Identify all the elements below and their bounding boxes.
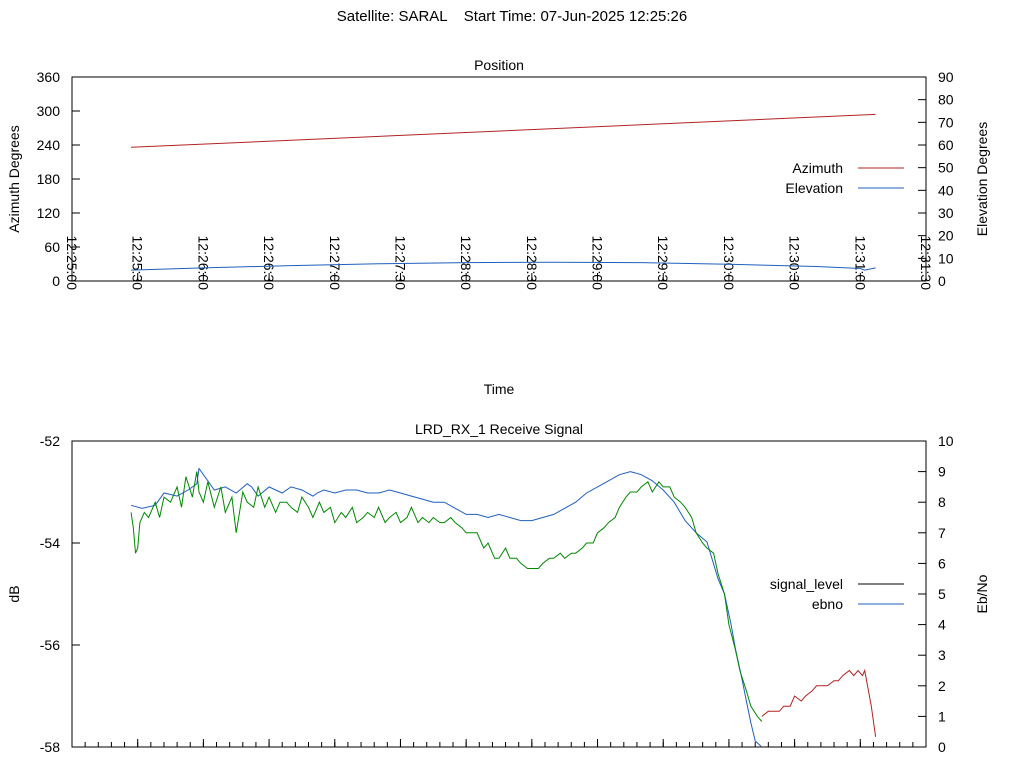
figure-title: Satellite: SARAL Start Time: 07-Jun-2025… — [0, 8, 1024, 25]
y-tick-label: 360 — [37, 69, 61, 85]
satellite-label: Satellite: SARAL — [336, 8, 448, 25]
y2-tick-label: 7 — [938, 525, 946, 541]
legend-label: Azimuth — [792, 160, 843, 176]
y2-tick-label: 60 — [938, 137, 954, 153]
legend-label: ebno — [812, 596, 843, 612]
y2-tick-label: 6 — [938, 555, 946, 571]
y-tick-label: 120 — [37, 205, 61, 221]
y2-tick-label: 90 — [938, 69, 954, 85]
y-tick-label: -56 — [40, 637, 60, 653]
x-tick-label: 12:25:30 — [130, 236, 146, 291]
y2-tick-label: 1 — [938, 708, 946, 724]
y2-tick-label: 2 — [938, 678, 946, 694]
x-tick-label: 12:25:00 — [64, 236, 80, 291]
x-tick-label: 12:26:00 — [195, 236, 211, 291]
y2-tick-label: 40 — [938, 182, 954, 198]
y2-tick-label: 30 — [938, 205, 954, 221]
y2-tick-label: 10 — [938, 250, 954, 266]
y2-tick-label: 0 — [938, 273, 946, 289]
x-tick-label: 12:27:00 — [327, 236, 343, 291]
y2-axis-label: Eb/No — [974, 574, 990, 613]
y-axis-label: dB — [6, 585, 22, 602]
x-tick-label: 12:31:00 — [852, 236, 868, 291]
y2-axis-label: Elevation Degrees — [974, 122, 990, 236]
y-tick-label: -52 — [40, 433, 60, 449]
x-tick-label: 12:26:30 — [261, 236, 277, 291]
y2-tick-label: 50 — [938, 160, 954, 176]
y2-tick-label: 0 — [938, 739, 946, 755]
y-tick-label: 240 — [37, 137, 61, 153]
x-tick-label: 12:27:30 — [392, 236, 408, 291]
series-line-Elevation — [131, 261, 876, 271]
legend-label: signal_level — [770, 576, 843, 592]
y-tick-label: 180 — [37, 171, 61, 187]
x-axis-label: Time — [484, 381, 515, 397]
legend-label: Elevation — [785, 180, 843, 196]
y-tick-label: -54 — [40, 535, 60, 551]
y2-tick-label: 5 — [938, 586, 946, 602]
y2-tick-label: 3 — [938, 647, 946, 663]
series-line-signal-level-tail — [761, 668, 877, 737]
series-line-Azimuth — [131, 113, 876, 148]
y2-tick-label: 80 — [938, 92, 954, 108]
plot-frame-1 — [71, 440, 927, 748]
y-tick-label: 60 — [44, 239, 60, 255]
series-line-signal-level-trace — [130, 471, 763, 722]
x-tick-label: 12:31:30 — [918, 236, 934, 291]
y-tick-label: -58 — [40, 739, 60, 755]
start-time-label: Start Time: 07-Jun-2025 12:25:26 — [463, 8, 688, 25]
y-tick-label: 300 — [37, 103, 61, 119]
y2-tick-label: 70 — [938, 114, 954, 130]
x-tick-label: 12:30:00 — [721, 236, 737, 291]
x-tick-label: 12:28:30 — [524, 236, 540, 291]
y2-tick-label: 4 — [938, 617, 946, 633]
y2-tick-label: 8 — [938, 494, 946, 510]
y2-tick-label: 10 — [938, 433, 954, 449]
plot-title-1: LRD_RX_1 Receive Signal — [415, 421, 583, 437]
y2-tick-label: 20 — [938, 228, 954, 244]
series-line-ebno — [130, 467, 763, 748]
y2-tick-label: 9 — [938, 464, 946, 480]
x-tick-label: 12:30:30 — [787, 236, 803, 291]
y-tick-label: 0 — [52, 273, 60, 289]
y-axis-label: Azimuth Degrees — [6, 125, 22, 232]
plot-title-0: Position — [474, 57, 524, 73]
